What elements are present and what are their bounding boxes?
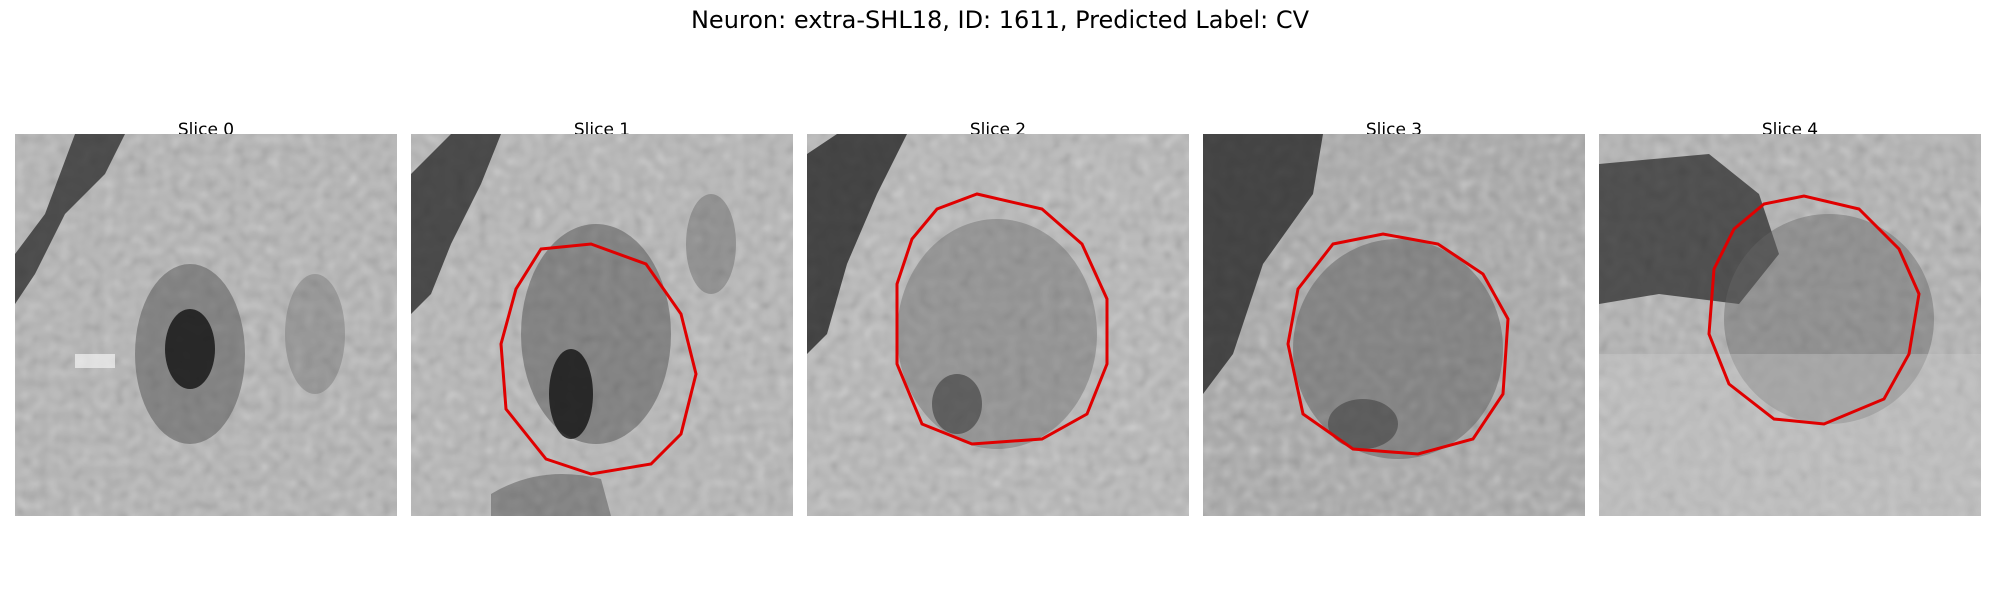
slice-image-2 [807, 134, 1189, 516]
slice-image-3 [1203, 134, 1585, 516]
contour-3 [1286, 232, 1510, 456]
slice-image-1 [411, 134, 793, 516]
contour-4 [1707, 194, 1921, 426]
contour-1 [499, 242, 698, 476]
figure-title: Neuron: extra-SHL18, ID: 1611, Predicted… [690, 6, 1310, 34]
contour-2 [895, 192, 1109, 446]
slice-image-4 [1599, 134, 1981, 516]
slice-image-0 [15, 134, 397, 516]
